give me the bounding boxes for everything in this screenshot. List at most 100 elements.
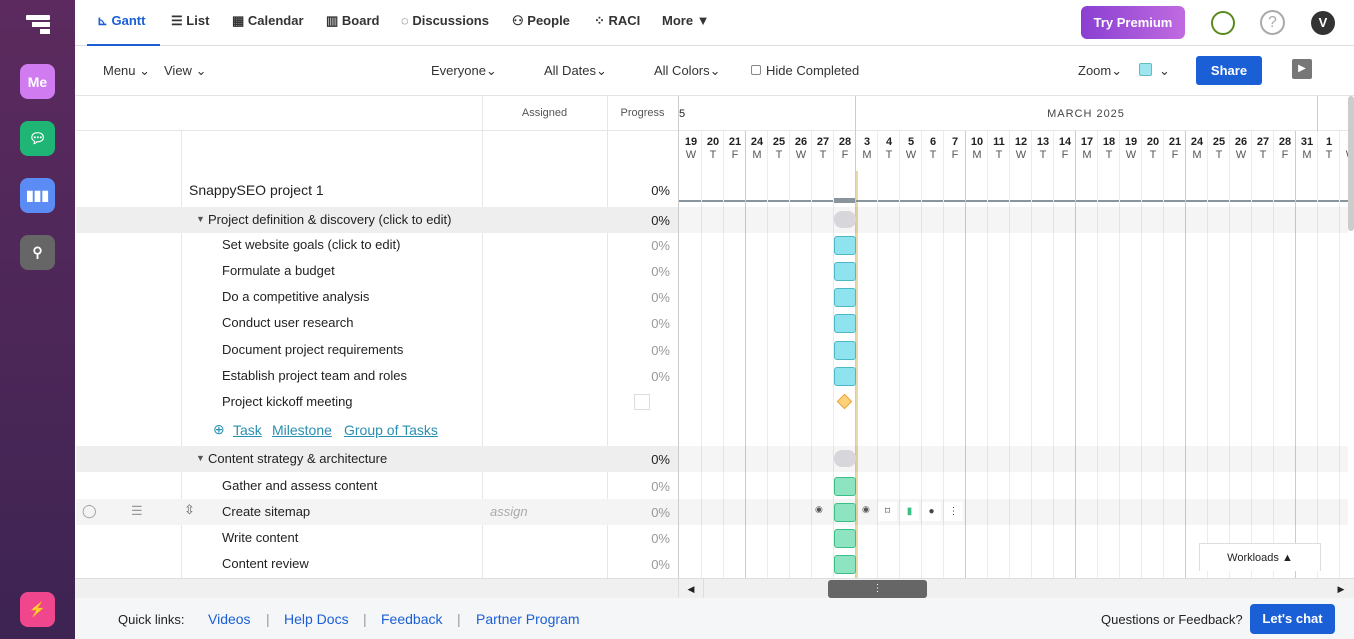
collapse-arrow-icon[interactable]: ▼ bbox=[196, 453, 205, 463]
tab-discussions[interactable]: ◌ Discussions bbox=[401, 13, 489, 28]
progress-checkbox[interactable] bbox=[634, 394, 650, 410]
comment-icon[interactable]: ⌑ bbox=[878, 502, 897, 521]
task-name[interactable]: Content review bbox=[222, 556, 309, 571]
tab-raci[interactable]: ⁘ RACI bbox=[594, 13, 641, 28]
collapse-arrow-icon[interactable]: ▼ bbox=[196, 214, 205, 224]
progress-value[interactable]: 0% bbox=[651, 182, 670, 198]
task-name[interactable]: Formulate a budget bbox=[222, 263, 335, 278]
task-bar[interactable] bbox=[834, 313, 856, 333]
milestone-diamond[interactable] bbox=[836, 393, 853, 410]
assign-user-icon[interactable]: ● bbox=[922, 502, 941, 521]
task-bar[interactable] bbox=[834, 366, 856, 386]
task-name[interactable]: Create sitemap bbox=[222, 504, 311, 519]
task-name[interactable]: Conduct user research bbox=[222, 315, 354, 330]
task-row[interactable]: SnappySEO project 1 0% bbox=[76, 175, 678, 205]
dependency-dot-icon[interactable]: ◉ bbox=[862, 504, 870, 514]
progress-value[interactable]: 0% bbox=[651, 342, 670, 358]
task-bar[interactable] bbox=[834, 235, 856, 255]
zoom-dropdown[interactable]: Zoom⌄ bbox=[1078, 63, 1123, 78]
task-bar[interactable] bbox=[834, 502, 856, 522]
progress-value[interactable]: 0% bbox=[651, 530, 670, 546]
feedback-link[interactable]: Feedback bbox=[381, 611, 443, 627]
menu-dropdown[interactable]: Menu ⌄ bbox=[103, 63, 151, 78]
progress-value[interactable]: 0% bbox=[651, 212, 670, 228]
lets-chat-button[interactable]: Let's chat bbox=[1250, 604, 1335, 634]
tab-gantt[interactable]: ⊾ Gantt bbox=[87, 0, 160, 46]
task-bar[interactable] bbox=[834, 476, 856, 496]
add-milestone-link[interactable]: Milestone bbox=[272, 422, 332, 438]
task-name[interactable]: Project kickoff meeting bbox=[222, 394, 353, 409]
task-name[interactable]: Content strategy & architecture bbox=[208, 451, 388, 466]
add-task-link[interactable]: Task bbox=[233, 422, 262, 438]
tab-people[interactable]: ⚇ People bbox=[512, 13, 570, 28]
progress-header[interactable]: Progress bbox=[620, 107, 665, 119]
avatar[interactable]: V bbox=[1311, 11, 1335, 35]
assigned-header[interactable]: Assigned bbox=[521, 107, 568, 119]
task-row[interactable]: Document project requirements 0% bbox=[76, 337, 678, 363]
help-icon[interactable]: ? bbox=[1260, 10, 1285, 35]
task-name[interactable]: Write content bbox=[222, 530, 299, 545]
add-icon[interactable]: ⊕ bbox=[213, 421, 225, 437]
integrations-icon[interactable]: ⚡ bbox=[20, 592, 55, 627]
logo-icon[interactable] bbox=[26, 15, 50, 35]
reports-icon[interactable]: ▮▮▮ bbox=[20, 178, 55, 213]
chat-icon[interactable]: 💬︎ bbox=[20, 121, 55, 156]
task-bar[interactable] bbox=[834, 340, 856, 360]
tab-board[interactable]: ▥ Board bbox=[326, 13, 380, 28]
task-row[interactable]: ⊕ Task Milestone Group of Tasks bbox=[76, 416, 678, 442]
task-row[interactable]: Formulate a budget 0% bbox=[76, 258, 678, 284]
checkbox[interactable] bbox=[751, 65, 761, 75]
progress-value[interactable]: 0% bbox=[651, 289, 670, 305]
progress-value[interactable]: 0% bbox=[651, 315, 670, 331]
task-name[interactable]: Set website goals (click to edit) bbox=[222, 237, 401, 252]
scroll-thumb[interactable]: ⋮ bbox=[828, 580, 927, 598]
task-row[interactable]: Set website goals (click to edit) 0% bbox=[76, 232, 678, 258]
task-name[interactable]: Establish project team and roles bbox=[222, 368, 407, 383]
scroll-left-arrow[interactable]: ◀ bbox=[678, 579, 704, 599]
task-row[interactable]: Create sitemap 0% assign ◯ ☰ ⇳ bbox=[76, 499, 678, 525]
progress-value[interactable]: 0% bbox=[651, 504, 670, 520]
task-name[interactable]: Project definition & discovery (click to… bbox=[208, 212, 452, 227]
progress-value[interactable]: 0% bbox=[651, 451, 670, 467]
task-bar[interactable] bbox=[834, 261, 856, 281]
everyone-filter[interactable]: Everyone⌄ bbox=[431, 63, 497, 78]
view-dropdown[interactable]: View ⌄ bbox=[164, 63, 207, 78]
share-button[interactable]: Share bbox=[1196, 56, 1262, 85]
task-row[interactable]: Conduct user research 0% bbox=[76, 310, 678, 336]
group-row[interactable]: ▼ Content strategy & architecture 0% bbox=[76, 446, 678, 472]
task-bar[interactable] bbox=[834, 287, 856, 307]
group-bar[interactable] bbox=[834, 211, 856, 228]
tab-more[interactable]: More ▼ bbox=[662, 13, 710, 28]
color-picker[interactable] bbox=[1139, 63, 1152, 76]
videos-link[interactable]: Videos bbox=[208, 611, 251, 627]
dependency-dot-icon[interactable]: ◉ bbox=[815, 504, 823, 514]
clock-icon[interactable] bbox=[1211, 11, 1235, 35]
add-group-of-tasks-link[interactable]: Group of Tasks bbox=[344, 422, 438, 438]
task-row[interactable]: Write content 0% bbox=[76, 525, 678, 551]
group-bar[interactable] bbox=[834, 450, 856, 467]
drag-handle-icon[interactable]: ⇳ bbox=[184, 502, 195, 517]
task-name[interactable]: SnappySEO project 1 bbox=[189, 182, 324, 198]
progress-value[interactable]: 0% bbox=[651, 368, 670, 384]
task-bar[interactable] bbox=[834, 528, 856, 548]
color-icon[interactable]: ▮ bbox=[900, 502, 919, 521]
horizontal-scrollbar[interactable]: ◀ ⋮ ▶ bbox=[75, 578, 1354, 599]
tab-calendar[interactable]: ▦ Calendar bbox=[232, 13, 304, 28]
chevron-down-icon[interactable]: ⌄ bbox=[1159, 63, 1170, 78]
progress-value[interactable]: 0% bbox=[651, 237, 670, 253]
scroll-right-arrow[interactable]: ▶ bbox=[1337, 584, 1345, 594]
task-name[interactable]: Document project requirements bbox=[222, 342, 404, 357]
assign-field[interactable]: assign bbox=[490, 504, 528, 519]
sidebar-me-button[interactable]: Me bbox=[20, 64, 55, 99]
comment-icon[interactable]: ◯ bbox=[82, 503, 97, 518]
task-row[interactable]: Do a competitive analysis 0% bbox=[76, 284, 678, 310]
workloads-tab[interactable]: Workloads ▲ bbox=[1199, 543, 1321, 571]
presentation-icon[interactable]: ▶ bbox=[1292, 59, 1312, 79]
vertical-scrollbar[interactable] bbox=[1348, 96, 1354, 231]
help-docs-link[interactable]: Help Docs bbox=[284, 611, 349, 627]
colors-filter[interactable]: All Colors⌄ bbox=[654, 63, 721, 78]
tab-list[interactable]: ☰ List bbox=[171, 13, 210, 28]
task-row[interactable]: Gather and assess content 0% bbox=[76, 473, 678, 499]
hide-completed-toggle[interactable]: Hide Completed bbox=[751, 63, 859, 78]
progress-value[interactable]: 0% bbox=[651, 556, 670, 572]
